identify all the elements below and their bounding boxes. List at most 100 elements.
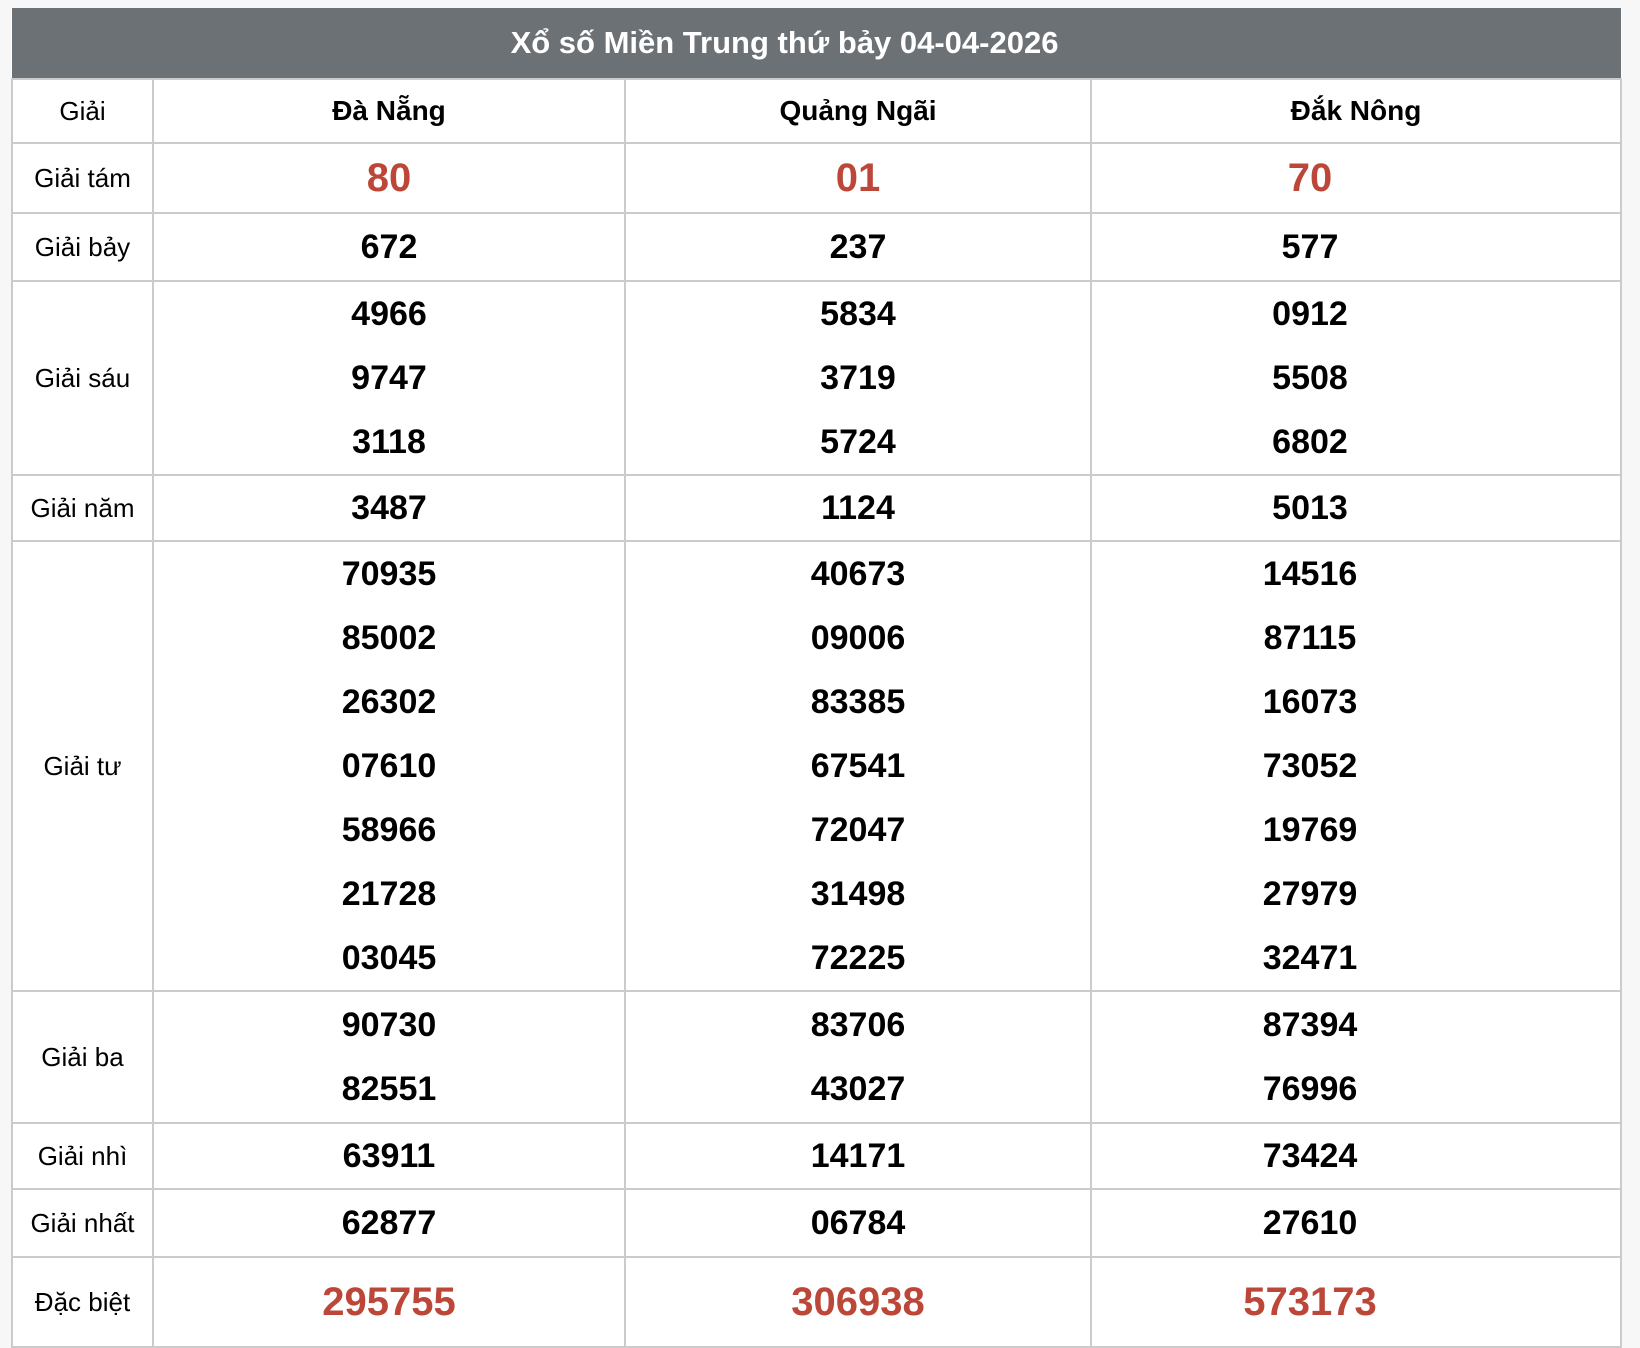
prize-label: Giải tám — [11, 142, 154, 214]
prize-row: Giải nhất 62877 06784 27610 — [11, 1188, 1622, 1258]
result-cell: 306938 — [624, 1256, 1092, 1348]
result-number: 87394 — [1262, 1006, 1358, 1044]
result-number: 3118 — [352, 423, 426, 461]
column-header-quang-ngai: Quảng Ngãi — [624, 78, 1092, 144]
result-number: 295755 — [322, 1280, 456, 1324]
result-number: 32471 — [1262, 939, 1358, 977]
result-cell: 1124 — [624, 474, 1092, 542]
result-cell: 06784 — [624, 1188, 1092, 1258]
result-number: 63911 — [342, 1137, 436, 1175]
result-number: 5834 — [820, 295, 896, 333]
result-number: 70935 — [341, 555, 437, 593]
result-number: 03045 — [341, 939, 437, 977]
result-cell: 80 — [152, 142, 626, 214]
result-number: 6802 — [1272, 423, 1348, 461]
result-number: 3487 — [351, 489, 427, 527]
result-number: 1124 — [821, 489, 895, 527]
result-number: 3719 — [820, 359, 896, 397]
result-number: 90730 — [341, 1006, 437, 1044]
result-cell: 0912 5508 6802 — [1090, 280, 1622, 476]
result-number: 306938 — [791, 1280, 925, 1324]
prize-row: Giải tám 80 01 70 — [11, 142, 1622, 214]
result-number: 43027 — [810, 1070, 906, 1108]
result-number: 31498 — [810, 875, 906, 913]
prize-row: Đặc biệt 295755 306938 573173 — [11, 1256, 1622, 1348]
results-body: Giải tám 80 01 70 Giải bảy 672 237 577 Giải sáu 4… — [11, 142, 1622, 1348]
result-number: 4966 — [351, 295, 427, 333]
result-number: 5508 — [1272, 359, 1348, 397]
page-title: Xổ số Miền Trung thứ bảy 04-04-2026 — [12, 8, 1621, 79]
result-number: 26302 — [341, 683, 437, 721]
result-cell: 672 — [152, 212, 626, 282]
result-number: 573173 — [1243, 1280, 1377, 1324]
result-cell: 5013 — [1090, 474, 1622, 542]
result-cell: 83706 43027 — [624, 990, 1092, 1124]
prize-row: Giải ba 90730 82551 83706 43027 87394 76996 — [11, 990, 1622, 1124]
result-cell: 3487 — [152, 474, 626, 542]
result-number: 16073 — [1262, 683, 1358, 721]
result-number: 577 — [1281, 228, 1339, 266]
result-cell: 577 — [1090, 212, 1622, 282]
prize-label: Đặc biệt — [11, 1256, 154, 1348]
result-cell: 295755 — [152, 1256, 626, 1348]
prize-label: Giải sáu — [11, 280, 154, 476]
prize-label: Giải nhất — [11, 1188, 154, 1258]
column-header-row: Giải Đà Nẵng Quảng Ngãi Đắk Nông — [11, 78, 1622, 144]
prize-column-header: Giải — [11, 78, 154, 144]
result-number: 21728 — [341, 875, 437, 913]
lottery-results-table: Xổ số Miền Trung thứ bảy 04-04-2026 Giải… — [11, 8, 1622, 1348]
result-number: 83706 — [810, 1006, 906, 1044]
result-number: 72047 — [810, 811, 906, 849]
prize-label: Giải nhì — [11, 1122, 154, 1190]
result-number: 73052 — [1262, 747, 1358, 785]
result-cell: 237 — [624, 212, 1092, 282]
result-number: 0912 — [1272, 295, 1348, 333]
column-header-dak-nong: Đắk Nông — [1090, 78, 1622, 144]
result-number: 80 — [366, 156, 412, 200]
prize-row: Giải tư 70935 85002 26302 07610 58966 21728 030… — [11, 540, 1622, 992]
result-number: 09006 — [810, 619, 906, 657]
prize-label: Giải ba — [11, 990, 154, 1124]
result-number: 62877 — [341, 1204, 437, 1242]
result-number: 83385 — [810, 683, 906, 721]
result-cell: 4966 9747 3118 — [152, 280, 626, 476]
result-number: 14171 — [810, 1137, 906, 1175]
prize-row: Giải năm 3487 1124 5013 — [11, 474, 1622, 542]
result-number: 27979 — [1262, 875, 1358, 913]
result-number: 85002 — [341, 619, 437, 657]
result-cell: 14171 — [624, 1122, 1092, 1190]
result-cell: 70 — [1090, 142, 1622, 214]
result-number: 9747 — [351, 359, 427, 397]
prize-row: Giải sáu 4966 9747 3118 5834 3719 5724 0912 5508… — [11, 280, 1622, 476]
result-number: 58966 — [341, 811, 437, 849]
column-header-da-nang: Đà Nẵng — [152, 78, 626, 144]
result-number: 237 — [829, 228, 887, 266]
result-cell: 14516 87115 16073 73052 19769 27979 32471 — [1090, 540, 1622, 992]
result-number: 06784 — [810, 1204, 906, 1242]
result-cell: 73424 — [1090, 1122, 1622, 1190]
result-number: 27610 — [1262, 1204, 1358, 1242]
result-number: 5724 — [820, 423, 896, 461]
result-number: 82551 — [341, 1070, 437, 1108]
result-cell: 5834 3719 5724 — [624, 280, 1092, 476]
result-cell: 87394 76996 — [1090, 990, 1622, 1124]
result-cell: 01 — [624, 142, 1092, 214]
prize-label: Giải năm — [11, 474, 154, 542]
result-number: 40673 — [810, 555, 906, 593]
result-cell: 62877 — [152, 1188, 626, 1258]
result-number: 70 — [1287, 156, 1333, 200]
result-number: 87115 — [1263, 619, 1357, 657]
result-cell: 40673 09006 83385 67541 72047 31498 72225 — [624, 540, 1092, 992]
result-cell: 573173 — [1090, 1256, 1622, 1348]
result-number: 76996 — [1262, 1070, 1358, 1108]
prize-label: Giải bảy — [11, 212, 154, 282]
result-number: 07610 — [341, 747, 437, 785]
result-number: 01 — [835, 156, 881, 200]
title-row: Xổ số Miền Trung thứ bảy 04-04-2026 — [12, 8, 1621, 79]
result-number: 672 — [360, 228, 418, 266]
prize-row: Giải nhì 63911 14171 73424 — [11, 1122, 1622, 1190]
result-cell: 90730 82551 — [152, 990, 626, 1124]
result-cell: 63911 — [152, 1122, 626, 1190]
result-number: 19769 — [1262, 811, 1358, 849]
